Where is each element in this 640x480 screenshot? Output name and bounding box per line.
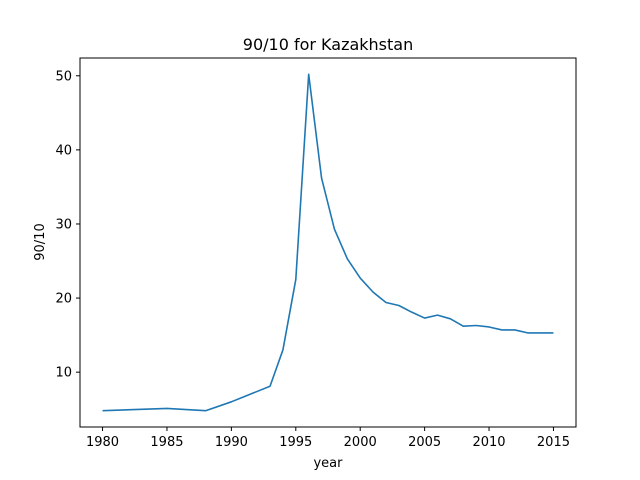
y-axis: 10 20 30 40 50 (55, 69, 80, 381)
x-tick-label: 1985 (150, 435, 183, 450)
x-axis-label: year (313, 456, 343, 471)
y-tick-label: 10 (55, 366, 72, 381)
chart-title: 90/10 for Kazakhstan (243, 35, 413, 54)
y-tick-label: 30 (55, 217, 72, 232)
x-tick-label: 2015 (537, 435, 570, 450)
plot-frame (79, 57, 577, 428)
y-tick-label: 40 (55, 143, 72, 158)
y-tick-label: 50 (55, 69, 72, 84)
x-tick-label: 1990 (215, 435, 248, 450)
y-axis-label: 90/10 (33, 223, 48, 260)
plot-area (79, 57, 577, 428)
x-tick-label: 2000 (344, 435, 377, 450)
x-tick-label: 2010 (472, 435, 505, 450)
x-tick-label: 2005 (408, 435, 441, 450)
series-layer (102, 73, 554, 412)
series-line-0 (102, 73, 554, 412)
x-tick-label: 1980 (86, 435, 119, 450)
x-tick-label: 1995 (279, 435, 312, 450)
x-axis: 1980 1985 1990 1995 2000 2005 2010 2015 (86, 427, 570, 450)
y-tick-label: 20 (55, 292, 72, 307)
